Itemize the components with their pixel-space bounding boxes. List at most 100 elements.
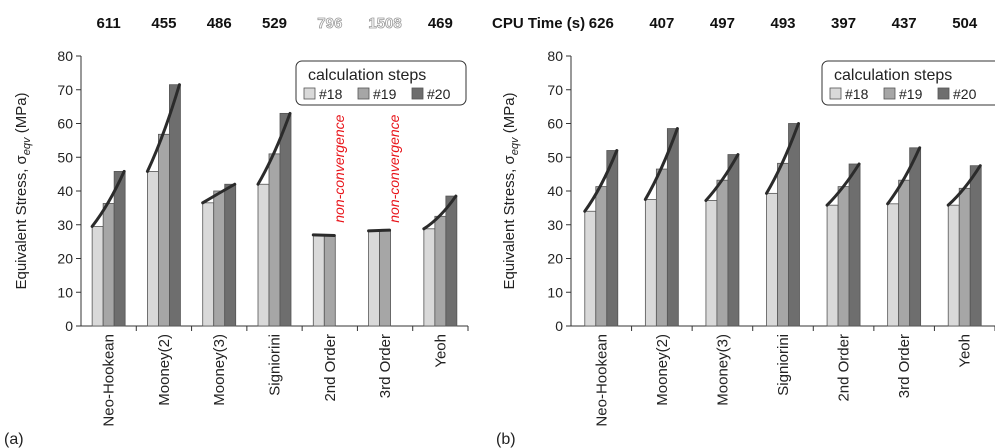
trend-curve	[886, 146, 922, 206]
cpu-time-value: 626	[589, 15, 614, 32]
bar-step19	[716, 179, 729, 327]
chart-panel-a: 0 10 20 30 40 50 60 70 80 Equivalent Stress, σeqv…	[4, 15, 469, 448]
trend-curve	[311, 233, 336, 238]
cpu-time-value: 493	[770, 15, 795, 32]
legend-entry: #19	[373, 86, 397, 102]
x-tick-label: 3rd Order	[896, 334, 913, 398]
cpu-time-value: 437	[892, 15, 917, 32]
bar-step18	[584, 210, 597, 327]
bar-step20	[909, 147, 922, 327]
y-tick-label: 10	[547, 284, 563, 300]
bar-step19	[595, 186, 608, 327]
trend-curve	[946, 164, 982, 207]
x-tick-label: Yeoh	[432, 334, 449, 368]
x-tick-label: Mooney(2)	[156, 334, 173, 406]
bar-step19	[102, 203, 115, 327]
trend-curve	[367, 228, 392, 233]
bar-step19	[323, 235, 336, 327]
legend-title: calculation steps	[308, 67, 426, 84]
non-convergence-annotation: non-convergence	[331, 114, 347, 222]
bar-step20	[113, 171, 126, 327]
x-tick-label: 3rd Order	[377, 334, 394, 398]
legend-entry: #18	[845, 86, 869, 102]
y-tick-label: 20	[547, 251, 563, 267]
y-tick-label: 10	[57, 284, 73, 300]
trend-curve	[90, 169, 126, 228]
bar-step20	[279, 112, 292, 327]
y-axis-label-unit: (MPa)	[501, 92, 518, 137]
y-tick-label: 50	[547, 149, 563, 165]
x-tick-label: Signiorini	[267, 334, 284, 396]
bar-step18	[644, 199, 657, 327]
bar-step19	[777, 162, 789, 327]
bar-step20	[445, 195, 458, 327]
legend-box	[821, 60, 995, 106]
cpu-time-value: 796	[317, 15, 342, 32]
bar-step20	[169, 84, 181, 327]
bar-step18	[312, 234, 325, 327]
x-tick-label: Signiorini	[775, 334, 792, 396]
panel-label: (b)	[496, 431, 516, 448]
bar-step19	[958, 187, 971, 327]
y-tick-label: 80	[57, 48, 73, 64]
x-tick-label: Mooney(2)	[654, 334, 671, 406]
bar-step18	[423, 228, 436, 327]
x-tick-label: Neo-Hookean	[593, 334, 610, 427]
y-tick-label: 60	[547, 116, 563, 132]
cpu-time-value: 529	[262, 15, 287, 32]
y-tick-label: 30	[547, 217, 563, 233]
bar-step19	[158, 133, 170, 327]
x-tick-label: Yeoh	[957, 334, 974, 368]
y-axis-label-main: Equivalent Stress, σ	[13, 154, 30, 289]
bar-step18	[368, 230, 380, 327]
y-tick-label: 40	[57, 183, 73, 199]
bar-step18	[887, 203, 900, 327]
bar-step18	[705, 200, 718, 327]
y-tick-label: 20	[57, 251, 73, 267]
trend-curve	[422, 194, 458, 231]
cpu-time-value: 397	[831, 15, 856, 32]
trend-curve	[704, 153, 740, 202]
y-axis-label-sub: eqv	[509, 136, 521, 155]
cpu-time-value: 504	[952, 15, 978, 32]
bar-step20	[788, 123, 800, 327]
legend-swatch	[937, 87, 950, 100]
bar-step20	[606, 150, 619, 327]
y-tick-label: 60	[57, 116, 73, 132]
y-tick-label: 70	[547, 82, 563, 98]
legend-entry: #19	[899, 86, 923, 102]
cpu-time-value: 455	[151, 15, 176, 32]
chart-panel-b: 0 10 20 30 40 50 60 70 80 Equivalent Stress, σeqv…	[496, 15, 995, 448]
trend-curve	[643, 127, 679, 201]
cpu-time-value: 497	[710, 15, 735, 32]
x-tick-label: Mooney(3)	[211, 334, 228, 406]
legend-box	[295, 60, 467, 106]
trend-curve	[825, 162, 861, 207]
cpu-time-value: 407	[649, 15, 674, 32]
y-tick-label: 0	[555, 318, 563, 334]
legend: calculation steps #18 #19 #20	[821, 60, 995, 106]
y-tick-label: 70	[57, 82, 73, 98]
legend-entry: #18	[319, 86, 343, 102]
cpu-time-value: 1508	[368, 15, 401, 32]
bar-step18	[202, 202, 215, 327]
legend-swatch	[357, 87, 370, 100]
legend-title: calculation steps	[834, 67, 952, 84]
y-axis-label-main: Equivalent Stress, σ	[501, 154, 518, 289]
legend-entry: #20	[427, 86, 451, 102]
x-tick-label: Mooney(3)	[714, 334, 731, 406]
bar-step20	[848, 163, 861, 327]
bar-step19	[213, 190, 226, 327]
y-tick-label: 50	[57, 149, 73, 165]
legend-entry: #20	[953, 86, 977, 102]
bar-step18	[766, 192, 778, 327]
x-tick-label: 2nd Order	[836, 334, 853, 402]
y-tick-label: 0	[65, 318, 73, 334]
y-axis-label-unit: (MPa)	[13, 92, 30, 137]
bar-step18	[147, 171, 159, 327]
trend-curve	[256, 111, 292, 186]
bar-step20	[224, 183, 237, 327]
non-convergence-annotation: non-convergence	[386, 114, 402, 222]
legend-swatch	[829, 87, 842, 100]
